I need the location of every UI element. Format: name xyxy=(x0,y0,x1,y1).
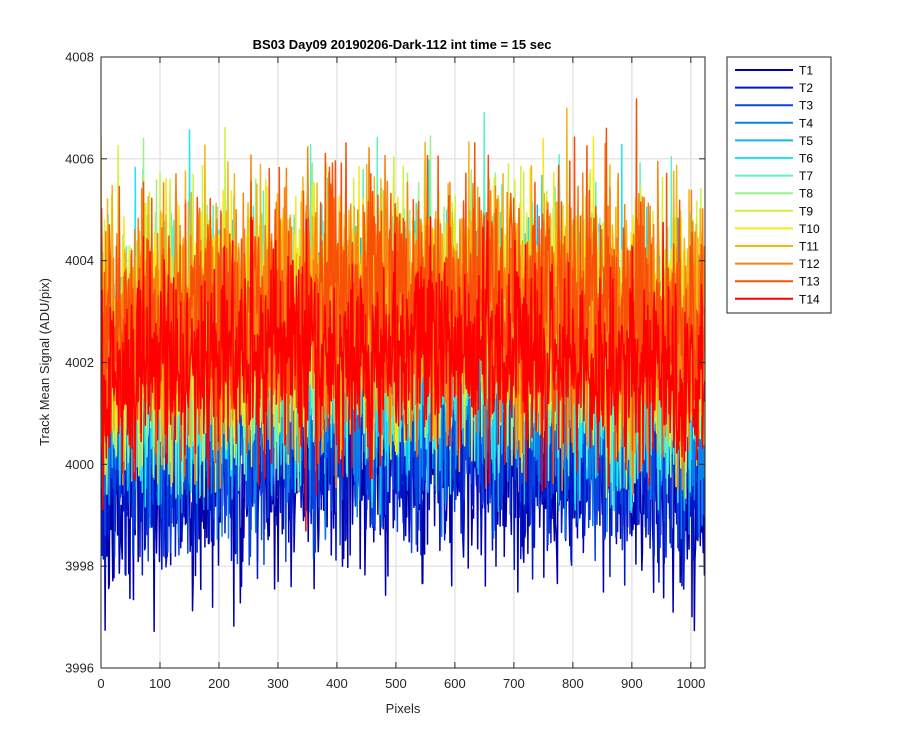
legend-label-t1: T1 xyxy=(799,64,813,78)
legend-label-t14: T14 xyxy=(799,292,820,306)
legend-label-t11: T11 xyxy=(799,240,819,254)
legend-box xyxy=(726,56,832,314)
legend-label-t8: T8 xyxy=(799,187,813,201)
legend-label-t13: T13 xyxy=(799,275,820,289)
legend-label-t3: T3 xyxy=(799,99,813,113)
y-tick-label: 4000 xyxy=(65,457,94,472)
x-tick-label: 700 xyxy=(503,676,525,691)
y-tick-label: 3996 xyxy=(65,661,94,676)
series-layer xyxy=(101,98,705,633)
legend-label-t9: T9 xyxy=(799,204,813,218)
x-axis-ticks: 0 100 200 300 400 500 600 700 800 900 1000 xyxy=(97,57,705,691)
y-tick-label: 4004 xyxy=(65,253,94,268)
legend-label-t12: T12 xyxy=(799,257,820,271)
y-axis-label: Track Mean Signal (ADU/pix) xyxy=(37,278,52,446)
y-axis-ticks: 3996 3998 4000 4002 4004 4006 4008 xyxy=(65,50,705,676)
legend-label-t2: T2 xyxy=(799,81,813,95)
legend-label-t7: T7 xyxy=(799,169,813,183)
series-line-t14 xyxy=(101,216,705,532)
legend-label-t10: T10 xyxy=(799,222,820,236)
legend-label-t4: T4 xyxy=(799,116,813,130)
x-tick-label: 900 xyxy=(621,676,643,691)
chart-title: BS03 Day09 20190206-Dark-112 int time = … xyxy=(253,37,552,52)
x-axis-label: Pixels xyxy=(386,701,421,716)
legend-label-t5: T5 xyxy=(799,134,813,148)
x-tick-label: 100 xyxy=(149,676,171,691)
x-tick-label: 600 xyxy=(444,676,466,691)
x-tick-label: 200 xyxy=(208,676,230,691)
x-tick-label: 500 xyxy=(385,676,407,691)
y-tick-label: 4008 xyxy=(65,50,94,65)
y-tick-label: 4006 xyxy=(65,151,94,166)
x-tick-label: 1000 xyxy=(676,676,705,691)
legend-label-t6: T6 xyxy=(799,152,813,166)
legend: T1 T2 T3 T4 T5 T6 T7 T8 T9 T10 T11 T12 T13 T14 xyxy=(726,56,832,314)
x-tick-label: 300 xyxy=(267,676,289,691)
y-tick-label: 4002 xyxy=(65,355,94,370)
x-tick-label: 0 xyxy=(97,676,104,691)
x-tick-label: 800 xyxy=(562,676,584,691)
y-tick-label: 3998 xyxy=(65,559,94,574)
x-tick-label: 400 xyxy=(326,676,348,691)
legend-items: T1 T2 T3 T4 T5 T6 T7 T8 T9 T10 T11 T12 T13 T14 xyxy=(735,64,820,306)
